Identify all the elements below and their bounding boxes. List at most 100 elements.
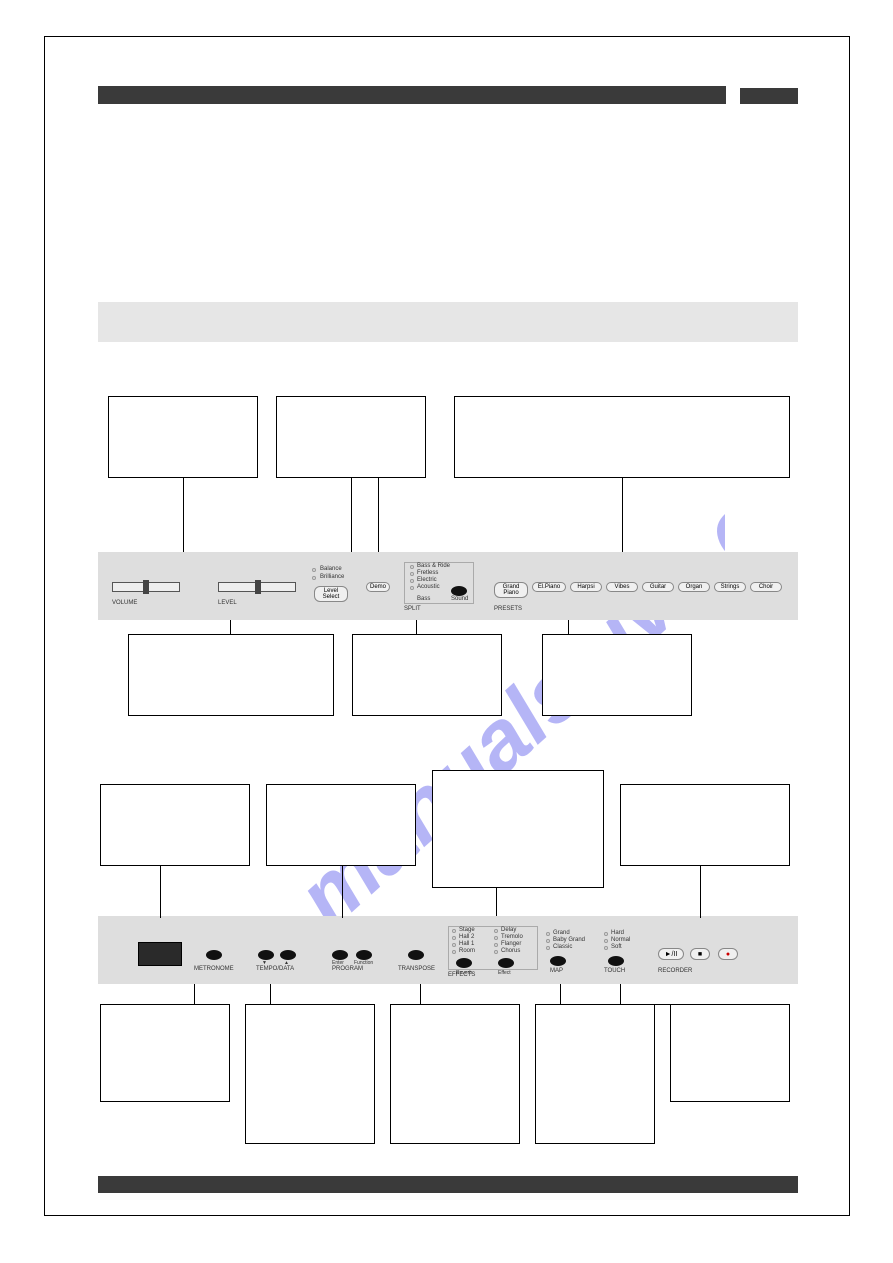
enter-button[interactable] — [332, 950, 348, 960]
touch-opt-2: Soft — [611, 944, 622, 950]
display — [138, 942, 182, 966]
preset-3[interactable]: Vibes — [606, 582, 638, 592]
rev-led-1 — [452, 936, 456, 940]
touch-led-2 — [604, 946, 608, 950]
line-presets — [622, 478, 623, 552]
callout-preset2 — [542, 634, 692, 716]
rev-opt-0: Stage — [459, 927, 475, 933]
level-select-button[interactable]: Level Select — [314, 586, 348, 602]
callout-map — [535, 1004, 655, 1144]
level-knob[interactable] — [255, 580, 261, 594]
balance-label: Balance — [320, 566, 342, 572]
map-led-1 — [546, 939, 550, 943]
callout-program — [266, 784, 416, 866]
split-led-2 — [410, 579, 414, 583]
play-pause-button[interactable]: ►/II — [658, 948, 684, 960]
presets-label: PRESETS — [494, 606, 522, 612]
line-metronome — [194, 984, 195, 1004]
transpose-label: TRANSPOSE — [398, 966, 435, 972]
touch-label: TOUCH — [604, 968, 625, 974]
rev-opt-3: Room — [459, 948, 475, 954]
line-display — [160, 866, 161, 918]
fx-led-3 — [494, 950, 498, 954]
fx-led-2 — [494, 943, 498, 947]
level-slider[interactable] — [218, 582, 296, 592]
effect-button[interactable] — [498, 958, 514, 968]
line-volume — [183, 478, 184, 552]
touch-button[interactable] — [608, 956, 624, 966]
callout-tempo — [245, 1004, 375, 1144]
header-bar — [98, 86, 726, 104]
stop-button[interactable]: ■ — [690, 948, 710, 960]
split-led-3 — [410, 586, 414, 590]
preset-6[interactable]: Strings — [714, 582, 746, 592]
split-led-0 — [410, 565, 414, 569]
callout-volume — [108, 396, 258, 478]
program-label: PROGRAM — [332, 966, 363, 972]
line-touch-h — [620, 1004, 670, 1005]
reverb-button[interactable] — [456, 958, 472, 968]
line-map — [560, 984, 561, 1004]
split-opt-1: Fretless — [417, 570, 438, 576]
fx-led-1 — [494, 936, 498, 940]
callout-recorder — [620, 784, 790, 866]
preset-4[interactable]: Guitar — [642, 582, 674, 592]
tempo-up-button[interactable] — [280, 950, 296, 960]
callout-touch — [670, 1004, 790, 1102]
callout-display — [100, 784, 250, 866]
rev-led-3 — [452, 950, 456, 954]
volume-slider[interactable] — [112, 582, 180, 592]
callout-effects — [432, 770, 604, 888]
split-opt-3: Acoustic — [417, 584, 440, 590]
fx-opt-3: Chorus — [501, 948, 520, 954]
preset-1[interactable]: El.Piano — [532, 582, 566, 592]
line-touch-v — [620, 984, 621, 1004]
preset-7[interactable]: Choir — [750, 582, 782, 592]
metronome-label: METRONOME — [194, 966, 234, 972]
callout-metronome — [100, 1004, 230, 1102]
line-transpose — [420, 984, 421, 1004]
tempodata-label: TEMPO/DATA — [256, 966, 294, 972]
volume-knob[interactable] — [143, 580, 149, 594]
line-demo2 — [378, 478, 379, 552]
fx-opt-0: Delay — [501, 927, 516, 933]
callout-presets — [454, 396, 790, 478]
line-program — [342, 866, 343, 918]
rev-led-0 — [452, 929, 456, 933]
map-opt-2: Classic — [553, 944, 572, 950]
control-panel-left: VOLUME LEVEL Balance Brilliance Level Se… — [98, 552, 798, 620]
map-button[interactable] — [550, 956, 566, 966]
map-led-2 — [546, 946, 550, 950]
tempo-down-button[interactable] — [258, 950, 274, 960]
touch-led-0 — [604, 932, 608, 936]
rev-opt-1: Hall 2 — [459, 934, 474, 940]
sound-label: Sound — [451, 596, 468, 602]
split-sound-button[interactable] — [451, 586, 467, 596]
demo-button[interactable]: Demo — [366, 582, 390, 592]
callout-level — [128, 634, 334, 716]
preset-0[interactable]: Grand Piano — [494, 582, 528, 598]
section-heading-bar — [98, 302, 798, 342]
fx-led-0 — [494, 929, 498, 933]
rev-led-2 — [452, 943, 456, 947]
split-led-1 — [410, 572, 414, 576]
level-label: LEVEL — [218, 600, 237, 606]
control-panel-right: METRONOME ▼ ▲ TEMPO/DATA Enter Function … — [98, 916, 798, 984]
bass-label: Bass — [417, 596, 430, 602]
preset-2[interactable]: Harpsi — [570, 582, 602, 592]
function-button[interactable] — [356, 950, 372, 960]
balance-led — [312, 568, 316, 572]
preset-5[interactable]: Organ — [678, 582, 710, 592]
split-label: SPLIT — [404, 606, 421, 612]
touch-opt-1: Normal — [611, 937, 630, 943]
footer-bar — [98, 1176, 798, 1193]
brilliance-label: Brilliance — [320, 574, 344, 580]
transpose-button[interactable] — [408, 950, 424, 960]
map-led-0 — [546, 932, 550, 936]
brilliance-led — [312, 576, 316, 580]
callout-split — [352, 634, 502, 716]
record-button[interactable]: ● — [718, 948, 738, 960]
line-demo-v — [351, 478, 352, 552]
line-level — [230, 620, 231, 634]
metronome-button[interactable] — [206, 950, 222, 960]
